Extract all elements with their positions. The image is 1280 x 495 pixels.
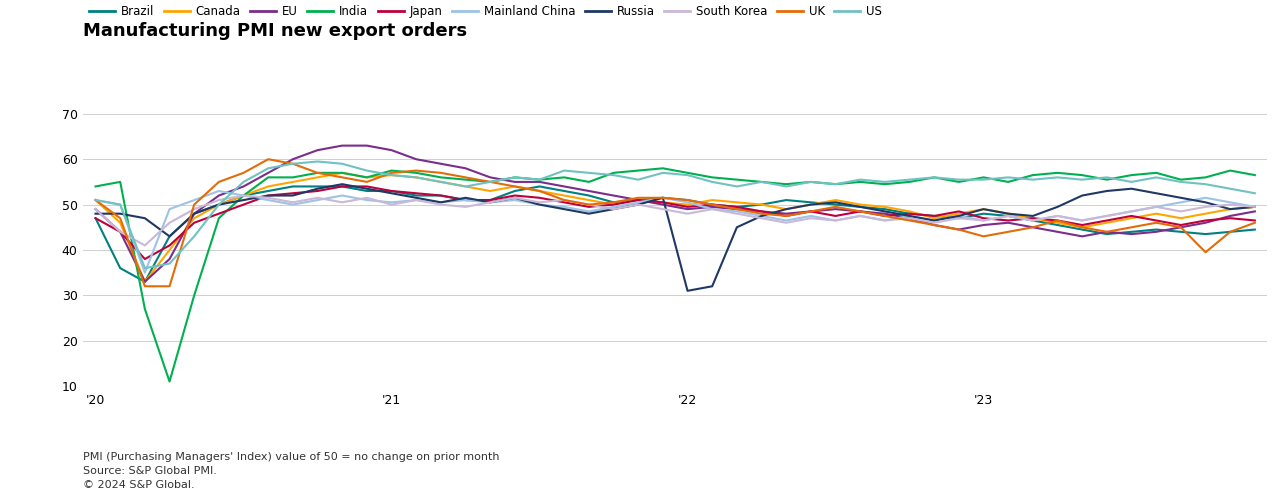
- Legend: Brazil, Canada, EU, India, Japan, Mainland China, Russia, South Korea, UK, US: Brazil, Canada, EU, India, Japan, Mainla…: [90, 5, 882, 18]
- Text: PMI (Purchasing Managers' Index) value of 50 = no change on prior month
Source: : PMI (Purchasing Managers' Index) value o…: [83, 452, 499, 490]
- Text: Manufacturing PMI new export orders: Manufacturing PMI new export orders: [83, 22, 467, 40]
